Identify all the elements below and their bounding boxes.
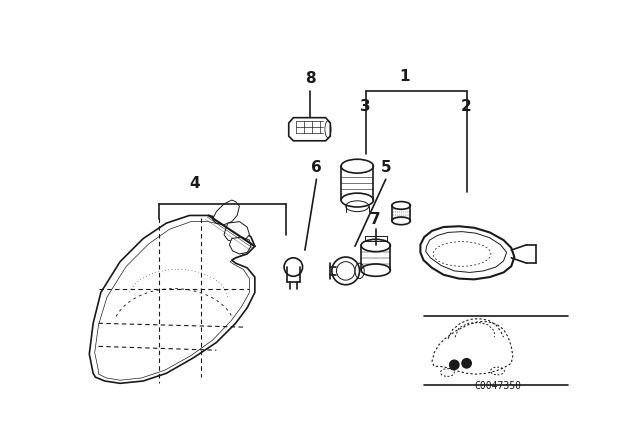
Text: 4: 4 [189,176,200,190]
Polygon shape [224,222,250,242]
Text: 8: 8 [305,71,316,86]
Circle shape [449,359,460,370]
Circle shape [461,358,472,369]
Polygon shape [432,322,513,374]
Polygon shape [90,215,255,383]
Text: 5: 5 [380,160,391,175]
Text: C0047350: C0047350 [474,381,521,392]
Text: 3: 3 [360,99,371,114]
Polygon shape [289,118,330,141]
Text: 1: 1 [399,69,410,84]
Polygon shape [420,226,515,280]
Polygon shape [212,200,239,225]
Text: 2: 2 [460,99,471,114]
Text: 6: 6 [311,160,322,175]
Circle shape [284,258,303,276]
Text: 7: 7 [371,212,381,227]
Polygon shape [230,237,251,254]
Circle shape [332,257,360,285]
